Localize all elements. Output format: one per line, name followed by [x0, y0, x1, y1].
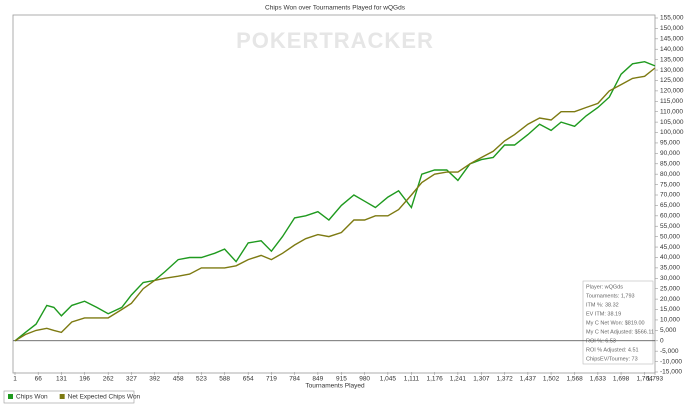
y-tick-label: 85,000 — [660, 160, 680, 167]
stat-line: ROI % Adjusted: 4.51 — [586, 347, 639, 353]
x-tick-label: 1,307 — [473, 376, 490, 383]
x-tick-label: 588 — [219, 376, 230, 383]
y-tick-label: 110,000 — [660, 108, 683, 115]
x-tick-label: 1,698 — [613, 376, 630, 383]
plot-area — [12, 14, 656, 374]
x-tick-label: 719 — [266, 376, 277, 383]
x-tick-label: 1,045 — [380, 376, 397, 383]
y-tick-label: 100,000 — [660, 129, 684, 136]
x-tick-label: 1,241 — [450, 376, 467, 383]
legend-swatch — [59, 394, 65, 399]
legend — [3, 390, 135, 404]
x-tick-label: 1,793 — [647, 376, 664, 383]
chart-title: Chips Won over Tournaments Played for wQ… — [265, 5, 406, 12]
stat-line: EV ITM: 38.19 — [586, 311, 621, 317]
stat-line: ChipsEV/Tourney: 73 — [586, 356, 638, 362]
x-tick-label: 784 — [289, 376, 300, 383]
y-tick-label: 10,000 — [660, 317, 680, 324]
x-tick-label: 1,437 — [520, 376, 537, 383]
x-tick-label: 849 — [312, 376, 323, 383]
y-tick-label: 130,000 — [660, 67, 684, 74]
y-tick-label: 35,000 — [660, 265, 680, 272]
x-tick-label: 1,568 — [567, 376, 584, 383]
x-tick-label: 1,176 — [427, 376, 444, 383]
y-tick-label: 45,000 — [660, 244, 680, 251]
y-tick-label: 150,000 — [660, 25, 684, 32]
stat-line: Tournaments: 1,793 — [586, 293, 635, 299]
x-tick-label: 327 — [126, 376, 137, 383]
y-tick-label: 80,000 — [660, 171, 680, 178]
x-tick-label: 523 — [196, 376, 207, 383]
x-tick-label: 980 — [359, 376, 370, 383]
y-tick-label: 75,000 — [660, 181, 680, 188]
x-tick-label: 1,633 — [590, 376, 607, 383]
y-tick-label: 155,000 — [660, 15, 684, 22]
stat-line: My C Net Adjusted: $566.11 — [586, 329, 654, 335]
y-tick-label: 15,000 — [660, 306, 680, 313]
x-tick-label: 654 — [243, 376, 254, 383]
y-tick-label: 70,000 — [660, 192, 680, 199]
y-tick-label: 0 — [660, 337, 664, 344]
line-series — [14, 67, 656, 342]
watermark: POKERTRACKER — [236, 28, 434, 53]
y-tick-label: 40,000 — [660, 254, 680, 261]
x-tick-label: 66 — [35, 376, 43, 383]
x-tick-label: 1,372 — [497, 376, 514, 383]
y-tick-label: 135,000 — [660, 56, 684, 63]
y-tick-label: 50,000 — [660, 233, 680, 240]
y-tick-label: 55,000 — [660, 223, 680, 230]
x-tick-label: 1,111 — [404, 376, 420, 383]
legend-label: Net Expected Chips Won — [68, 394, 141, 401]
x-tick-label: 1 — [13, 376, 17, 383]
y-tick-label: -15,000 — [660, 369, 682, 376]
stat-line: ROI %: 6.53 — [586, 338, 616, 344]
y-tick-label: 115,000 — [660, 98, 683, 105]
y-tick-label: 30,000 — [660, 275, 680, 282]
y-tick-label: 90,000 — [660, 150, 680, 157]
legend-label: Chips Won — [16, 394, 48, 401]
stat-line: Player: wQGds — [586, 284, 623, 290]
x-tick-label: 196 — [79, 376, 90, 383]
y-tick-label: 140,000 — [660, 46, 684, 53]
x-tick-label: 1,764 — [637, 376, 654, 383]
legend-swatch — [8, 394, 13, 399]
x-tick-label: 1,502 — [543, 376, 560, 383]
x-tick-label: 458 — [173, 376, 184, 383]
y-tick-label: 20,000 — [660, 296, 680, 303]
line-series — [14, 60, 656, 342]
y-tick-label: 105,000 — [660, 119, 684, 126]
x-tick-label: 392 — [149, 376, 160, 383]
stats-box — [582, 280, 654, 365]
stat-line: ITM %: 38.32 — [586, 302, 619, 308]
y-tick-label: 65,000 — [660, 202, 680, 209]
x-tick-label: 915 — [336, 376, 347, 383]
y-tick-label: 125,000 — [660, 77, 684, 84]
y-tick-label: 5,000 — [660, 327, 677, 334]
y-tick-label: 25,000 — [660, 285, 680, 292]
y-tick-label: -5,000 — [660, 348, 679, 355]
y-tick-label: -10,000 — [660, 358, 682, 365]
stat-line: My C Net Won: $819.00 — [586, 320, 645, 326]
x-tick-label: 262 — [103, 376, 114, 383]
y-tick-label: 95,000 — [660, 140, 680, 147]
x-tick-label: 131 — [56, 376, 67, 383]
y-tick-label: 120,000 — [660, 88, 684, 95]
y-tick-label: 60,000 — [660, 213, 680, 220]
x-axis-label: Tournaments Played — [305, 383, 365, 390]
y-tick-label: 145,000 — [660, 36, 684, 43]
